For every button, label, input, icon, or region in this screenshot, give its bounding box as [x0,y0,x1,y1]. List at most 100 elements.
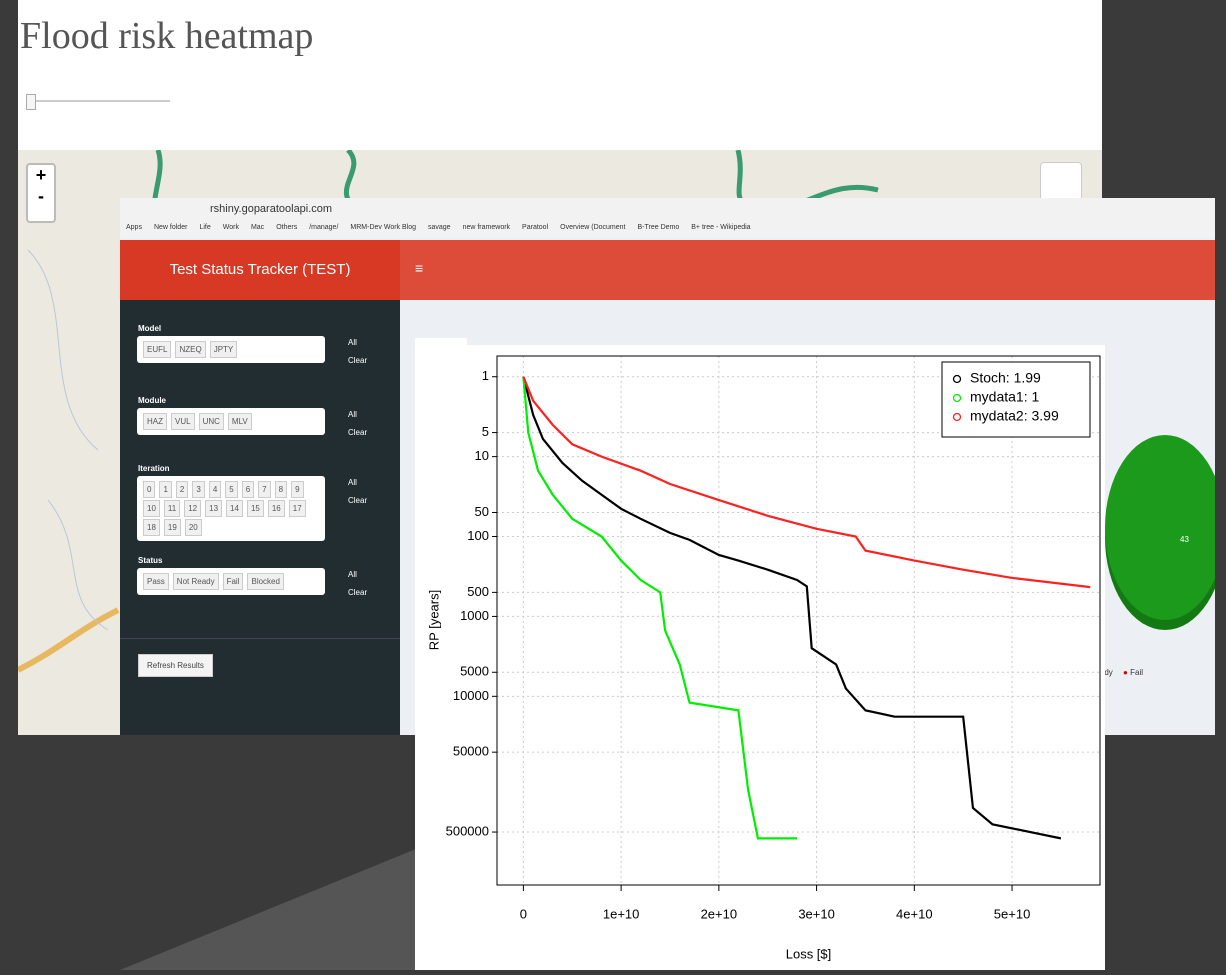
app-header: Test Status Tracker (TEST) ≡ [120,240,1215,300]
url[interactable]: rshiny.goparatoolapi.com [210,203,332,215]
radio-clear[interactable]: Clear [348,428,367,437]
radio-all[interactable]: All [348,570,357,579]
menu-toggle[interactable]: ≡ [415,260,423,276]
bookmark[interactable]: new framework [463,224,510,231]
legend-label: mydata2: 3.99 [970,408,1059,424]
bookmarks-bar: Apps New folder Life Work Mac Others/manage/M… [120,220,1215,238]
bookmark[interactable]: B-Tree Demo [637,224,679,231]
chip: HAZ [143,413,167,430]
chip: 1 [159,481,171,498]
x-tick-label: 4e+10 [896,906,933,921]
y-tick-label: 1 [482,368,489,383]
heatmap-title: Flood risk heatmap [20,14,313,58]
pie-slice [1105,435,1215,620]
bookmark[interactable]: Mac [251,224,264,231]
bookmark[interactable]: savage [428,224,451,231]
chip: Fail [223,573,244,590]
x-tick-label: 1e+10 [603,906,640,921]
radio-all[interactable]: All [348,478,357,487]
chip: 19 [164,519,181,536]
radio-all[interactable]: All [348,338,357,347]
legend-label: Stoch: 1.99 [970,370,1041,386]
legend-label: mydata1: 1 [970,389,1039,405]
y-tick-label: 500 [467,584,489,599]
chip: 0 [143,481,155,498]
chip: MLV [228,413,252,430]
filter-label: Module [138,396,166,405]
bookmark[interactable]: /manage/ [309,224,338,231]
chip: 20 [185,519,202,536]
y-tick-label: 500000 [446,823,489,838]
y-tick-label: 50000 [453,744,489,759]
y-tick-label: 5 [482,424,489,439]
chip: UNC [199,413,224,430]
refresh-button[interactable]: Refresh Results [138,654,213,677]
chip: 16 [268,500,285,517]
bookmark[interactable]: New folder [154,224,187,231]
chip: 17 [289,500,306,517]
divider [120,638,400,639]
x-tick-label: 5e+10 [994,906,1031,921]
chip: 3 [192,481,204,498]
page: Flood risk heatmap + - rshiny.goparatool… [0,0,1226,970]
filter-label: Model [138,324,161,333]
pie-label: 43 [1180,535,1189,544]
chip: EUFL [143,341,171,358]
chip: 12 [184,500,201,517]
radio-all[interactable]: All [348,410,357,419]
app-title: Test Status Tracker (TEST) [120,240,400,300]
y-tick-label: 10000 [453,688,489,703]
bookmark[interactable]: Life [199,224,210,231]
legend-entry: Fail [1130,668,1143,677]
radio-clear[interactable]: Clear [348,588,367,597]
chip: 13 [205,500,222,517]
radio-clear[interactable]: Clear [348,356,367,365]
radio-clear[interactable]: Clear [348,496,367,505]
chip: 2 [176,481,188,498]
y-axis-title: RP [years] [426,590,441,650]
chip: 11 [164,500,180,517]
bookmark[interactable]: Overview (Document [560,224,625,231]
bookmark[interactable]: Others [276,224,297,231]
chip: NZEQ [175,341,205,358]
chip: Pass [143,573,169,590]
chip: 15 [247,500,264,517]
y-tick-label: 5000 [460,664,489,679]
road [18,610,118,670]
address-bar: rshiny.goparatoolapi.com [120,198,1215,220]
x-tick-label: 2e+10 [701,906,738,921]
x-tick-label: 0 [520,906,527,921]
chip: 9 [291,481,303,498]
filter-label: Iteration [138,464,170,473]
chip: 18 [143,519,160,536]
zoom-control: + - [26,163,56,223]
slider-handle[interactable] [26,94,36,110]
chip: Blocked [247,573,283,590]
zoom-in[interactable]: + [28,165,54,186]
chip: VUL [171,413,195,430]
y-tick-label: 1000 [460,608,489,623]
y-tick-label: 10 [475,448,489,463]
legend-dot: ● [1123,668,1128,677]
bookmark[interactable]: Paratool [522,224,548,231]
bookmark[interactable]: Apps [126,224,142,231]
chip: 10 [143,500,160,517]
zoom-out[interactable]: - [28,186,54,207]
bookmark[interactable]: B+ tree - Wikipedia [691,224,750,231]
x-axis-title: Loss [$] [786,946,832,961]
series-line [523,377,1061,839]
chip: 8 [275,481,287,498]
y-tick-label: 50 [475,504,489,519]
bookmark[interactable]: Work [223,224,239,231]
bookmark[interactable]: MRM-Dev Work Blog [350,224,416,231]
chip: Not Ready [173,573,219,590]
chip: 14 [226,500,243,517]
chip: 7 [258,481,270,498]
filter-label: Status [138,556,162,565]
